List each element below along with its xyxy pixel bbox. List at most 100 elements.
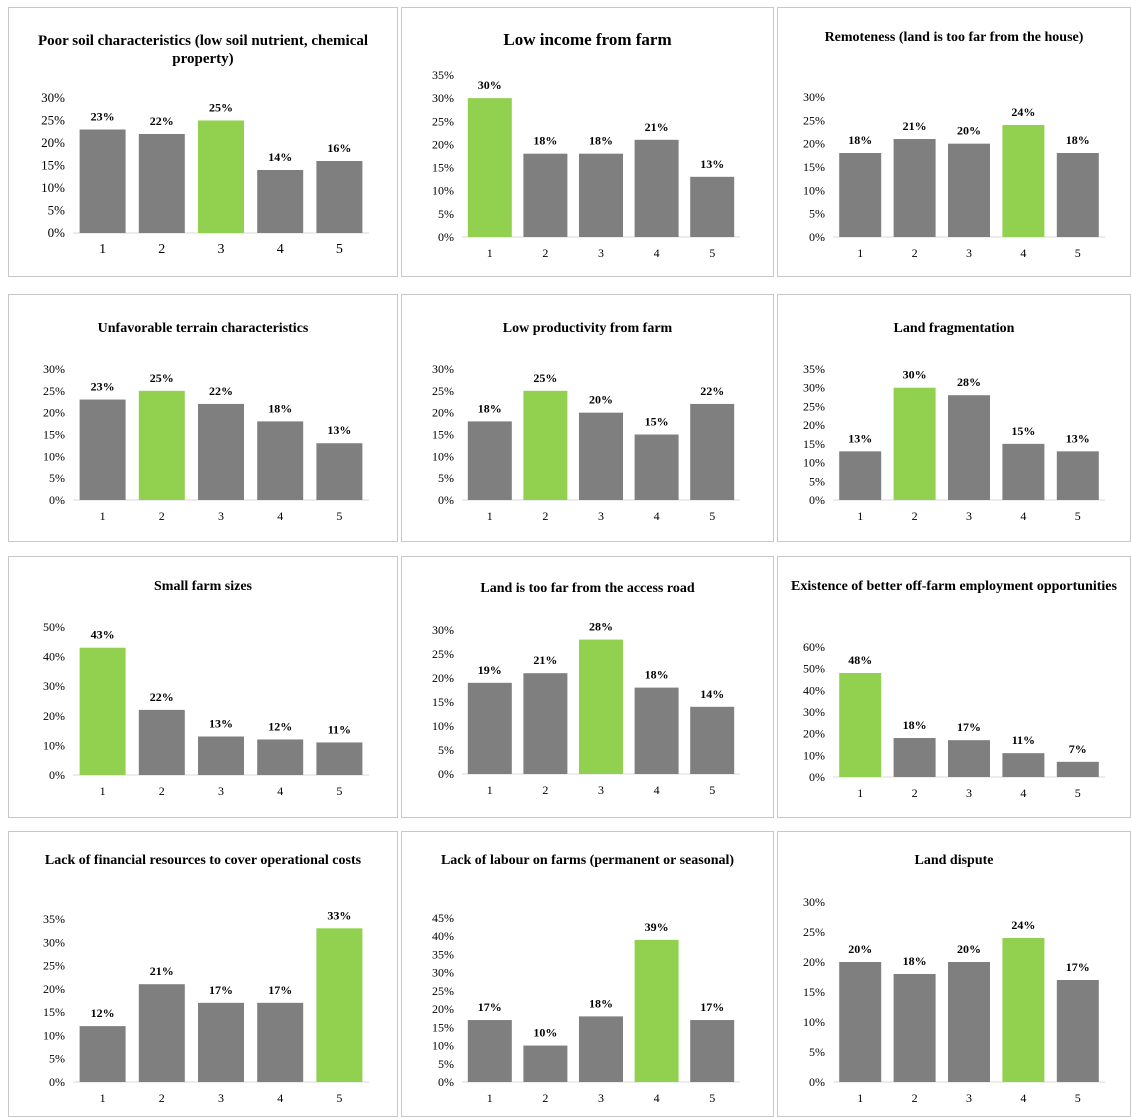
x-tick-label: 3 — [598, 783, 604, 797]
bar — [79, 129, 126, 233]
bar-value-label: 14% — [268, 150, 292, 164]
y-tick-label: 10% — [432, 184, 454, 198]
bar-value-label: 21% — [150, 964, 174, 978]
y-tick-label: 0% — [809, 493, 825, 507]
bar — [893, 738, 936, 777]
y-tick-label: 10% — [803, 183, 825, 197]
x-tick-label: 1 — [100, 1091, 106, 1105]
bar-chart: 0% 5% 10% 15% 20% 25% 30% 35% 12% 1 21% 2 17% 3 17% 4 33… — [43, 908, 369, 1105]
bar — [1056, 451, 1099, 500]
bar-value-label: 18% — [478, 401, 502, 415]
x-tick-label: 3 — [598, 246, 604, 260]
y-tick-label: 25% — [432, 114, 454, 128]
bar-highlighted — [138, 390, 185, 500]
y-tick-label: 0% — [438, 493, 454, 507]
x-tick-label: 5 — [336, 1091, 342, 1105]
x-tick-label: 3 — [598, 509, 604, 523]
x-tick-label: 5 — [336, 509, 342, 523]
bar-value-label: 17% — [700, 1000, 724, 1014]
bar — [839, 962, 882, 1082]
y-tick-label: 15% — [432, 428, 454, 442]
y-tick-label: 20% — [803, 418, 825, 432]
x-tick-label: 1 — [857, 246, 863, 260]
bar-value-label: 18% — [1066, 133, 1090, 147]
y-tick-label: 20% — [432, 137, 454, 151]
bar — [839, 153, 882, 237]
chart-title: Small farm sizes — [154, 579, 252, 594]
y-tick-label: 5% — [809, 207, 825, 221]
bar-value-label: 13% — [848, 431, 872, 445]
y-tick-label: 10% — [432, 719, 454, 733]
bar-value-label: 7% — [1069, 742, 1087, 756]
bar-chart: 0% 10% 20% 30% 40% 50% 43% 1 22% 2 13% 3 12% 4 11% 5 — [43, 620, 369, 798]
x-tick-label: 5 — [1075, 246, 1081, 260]
x-tick-label: 2 — [159, 1091, 165, 1105]
x-tick-label: 1 — [857, 786, 863, 800]
bar-value-label: 18% — [848, 133, 872, 147]
x-tick-label: 5 — [709, 509, 715, 523]
bar-value-label: 18% — [589, 996, 613, 1010]
bar-value-label: 19% — [478, 663, 502, 677]
y-tick-label: 20% — [432, 671, 454, 685]
y-tick-label: 0% — [438, 230, 454, 244]
x-tick-label: 1 — [100, 509, 106, 523]
y-tick-label: 10% — [803, 1015, 825, 1029]
bar-value-label: 17% — [957, 720, 981, 734]
bar-value-label: 15% — [645, 415, 669, 429]
bar-value-label: 14% — [700, 687, 724, 701]
bar — [893, 139, 936, 237]
y-tick-label: 20% — [43, 982, 65, 996]
bar-value-label: 12% — [91, 1006, 115, 1020]
x-tick-label: 4 — [654, 783, 660, 797]
bar-value-label: 28% — [589, 620, 613, 634]
bar-value-label: 21% — [533, 653, 557, 667]
bar — [467, 1020, 512, 1082]
bar-chart: 0% 10% 20% 30% 40% 50% 60% 48% 1 18% 2 17% 3 11% 4 7% 5 — [803, 640, 1105, 800]
y-tick-label: 20% — [803, 955, 825, 969]
bar — [1056, 980, 1099, 1082]
bar-highlighted — [198, 120, 244, 233]
chart-title: Land is too far from the access road — [480, 581, 695, 596]
y-tick-label: 15% — [432, 695, 454, 709]
bar — [257, 421, 304, 500]
y-tick-label: 40% — [43, 650, 65, 664]
bar-chart: 0% 5% 10% 15% 20% 25% 30% 23% 1 25% 2 22% 3 18% 4 13% 5 — [43, 362, 369, 523]
x-tick-label: 3 — [218, 242, 225, 257]
x-tick-label: 2 — [912, 1091, 918, 1105]
bar — [523, 673, 568, 774]
bar — [198, 403, 244, 500]
chart-panel-lack-of-labour: Lack of labour on farms (permanent or se… — [401, 831, 774, 1117]
y-tick-label: 0% — [809, 770, 825, 784]
y-tick-label: 15% — [43, 428, 65, 442]
y-tick-label: 50% — [803, 662, 825, 676]
bar — [467, 682, 512, 774]
y-tick-label: 30% — [432, 362, 454, 376]
x-tick-label: 1 — [487, 783, 493, 797]
y-tick-label: 35% — [432, 68, 454, 82]
y-tick-label: 5% — [48, 203, 66, 218]
bar-value-label: 10% — [533, 1026, 557, 1040]
bar-value-label: 33% — [327, 908, 351, 922]
bar-value-label: 17% — [478, 1000, 502, 1014]
bar — [138, 984, 185, 1082]
x-tick-label: 3 — [966, 246, 972, 260]
y-tick-label: 30% — [432, 623, 454, 637]
bar — [316, 443, 363, 500]
bar — [138, 709, 185, 775]
y-tick-label: 60% — [803, 640, 825, 654]
y-tick-label: 5% — [809, 474, 825, 488]
bar — [523, 1045, 568, 1082]
bar-chart: 0% 5% 10% 15% 20% 25% 30% 35% 13% 1 30% 2 28% 3 15% 4 13… — [803, 362, 1105, 523]
chart-title: Poor soil characteristics (low soil nutr… — [37, 33, 369, 67]
x-tick-label: 5 — [709, 783, 715, 797]
chart-title: Land fragmentation — [893, 321, 1015, 336]
chart-title: Low income from farm — [503, 30, 672, 49]
bar-highlighted — [523, 390, 568, 500]
y-tick-label: 15% — [43, 1005, 65, 1019]
bar — [257, 739, 304, 775]
chart-title: Unfavorable terrain characteristics — [97, 321, 309, 336]
bar-value-label: 22% — [150, 114, 174, 128]
y-tick-label: 35% — [43, 912, 65, 926]
chart-title: Low productivity from farm — [502, 321, 673, 336]
y-tick-label: 0% — [49, 768, 65, 782]
